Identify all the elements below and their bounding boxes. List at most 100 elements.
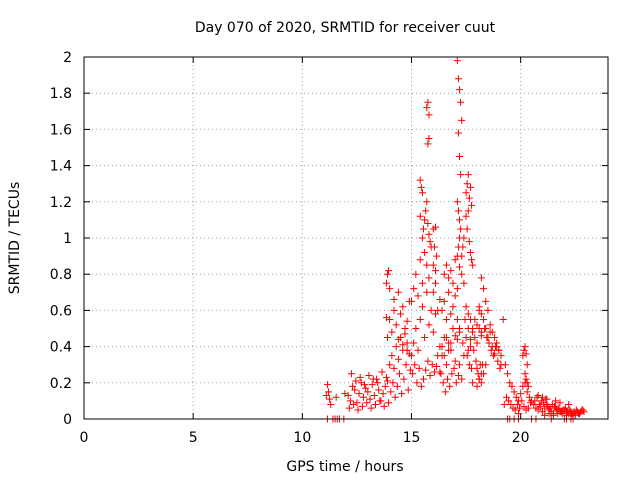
- data-point: [371, 401, 379, 409]
- data-point: [390, 306, 398, 314]
- data-point: [541, 411, 549, 419]
- data-point: [387, 388, 395, 396]
- y-tick-label: 1.4: [50, 159, 72, 175]
- data-point: [451, 332, 459, 340]
- data-point: [452, 379, 460, 387]
- data-point: [406, 366, 414, 374]
- data-point: [411, 361, 419, 369]
- data-point: [427, 306, 435, 314]
- data-point: [424, 98, 432, 106]
- data-point: [325, 388, 333, 396]
- data-point: [456, 361, 464, 369]
- data-point: [383, 334, 391, 342]
- data-point: [565, 401, 573, 409]
- data-point: [535, 401, 543, 409]
- data-point: [410, 285, 418, 293]
- data-point: [423, 104, 431, 112]
- data-point: [536, 402, 544, 410]
- data-point: [484, 334, 492, 342]
- data-point: [374, 379, 382, 387]
- data-point: [523, 388, 531, 396]
- data-point: [477, 310, 485, 318]
- data-point: [450, 364, 458, 372]
- data-point: [448, 370, 456, 378]
- data-point: [412, 325, 420, 332]
- data-point: [366, 395, 374, 403]
- data-point: [477, 332, 485, 340]
- data-point: [465, 238, 473, 246]
- data-point: [421, 248, 429, 256]
- chart-title: Day 070 of 2020, SRMTID for receiver cuu…: [195, 20, 496, 36]
- data-point: [391, 393, 399, 401]
- data-point: [453, 335, 461, 343]
- data-point: [512, 393, 520, 401]
- data-point: [475, 375, 483, 383]
- data-point: [572, 406, 580, 414]
- data-point: [460, 352, 468, 360]
- data-point: [442, 315, 450, 323]
- data-point: [426, 238, 434, 246]
- data-point: [447, 346, 455, 354]
- data-point: [546, 404, 554, 412]
- data-point: [468, 201, 476, 209]
- data-point: [432, 310, 440, 318]
- data-point: [543, 395, 551, 403]
- data-point: [359, 393, 367, 401]
- x-tick-label: 15: [403, 430, 421, 446]
- data-point: [385, 267, 393, 275]
- data-point: [393, 382, 401, 390]
- data-point: [417, 183, 425, 191]
- data-point: [440, 270, 448, 278]
- data-point: [401, 330, 409, 338]
- data-point: [432, 267, 440, 275]
- data-point: [442, 334, 450, 342]
- data-point: [429, 261, 437, 269]
- data-point: [482, 361, 490, 369]
- data-point: [415, 364, 423, 372]
- data-point: [466, 343, 474, 351]
- data-point: [363, 399, 371, 407]
- data-point: [459, 339, 467, 347]
- data-point: [454, 207, 462, 215]
- data-point: [555, 404, 563, 412]
- data-point: [425, 111, 433, 119]
- data-point: [436, 368, 444, 376]
- data-point: [505, 397, 513, 405]
- data-point: [433, 252, 441, 260]
- x-tick-label: 10: [293, 430, 311, 446]
- data-point: [418, 234, 426, 242]
- data-point: [424, 140, 432, 148]
- data-point: [526, 399, 534, 407]
- data-point: [424, 220, 432, 228]
- data-point: [485, 339, 493, 347]
- y-tick-label: 0.4: [50, 340, 72, 356]
- data-point: [464, 171, 472, 179]
- data-point: [566, 406, 574, 414]
- data-point: [558, 408, 566, 416]
- data-point: [355, 390, 363, 398]
- data-point: [379, 390, 387, 398]
- data-point: [402, 361, 410, 369]
- data-point: [410, 339, 418, 347]
- data-point: [361, 381, 369, 389]
- data-point: [386, 361, 394, 369]
- data-point: [454, 75, 462, 83]
- data-point: [327, 401, 335, 409]
- data-point: [465, 194, 473, 202]
- data-point: [437, 370, 445, 378]
- data-point: [475, 303, 483, 311]
- data-point: [451, 256, 459, 264]
- data-point: [462, 334, 470, 342]
- data-point: [524, 404, 532, 412]
- data-point: [426, 372, 434, 380]
- data-point: [494, 357, 502, 365]
- x-tick-label: 20: [512, 430, 530, 446]
- data-point: [534, 391, 542, 399]
- data-point: [521, 343, 529, 351]
- data-point: [531, 397, 539, 405]
- data-point: [458, 375, 466, 383]
- data-point: [462, 303, 470, 311]
- data-point: [457, 98, 465, 106]
- data-point: [439, 379, 447, 387]
- data-point: [499, 315, 507, 323]
